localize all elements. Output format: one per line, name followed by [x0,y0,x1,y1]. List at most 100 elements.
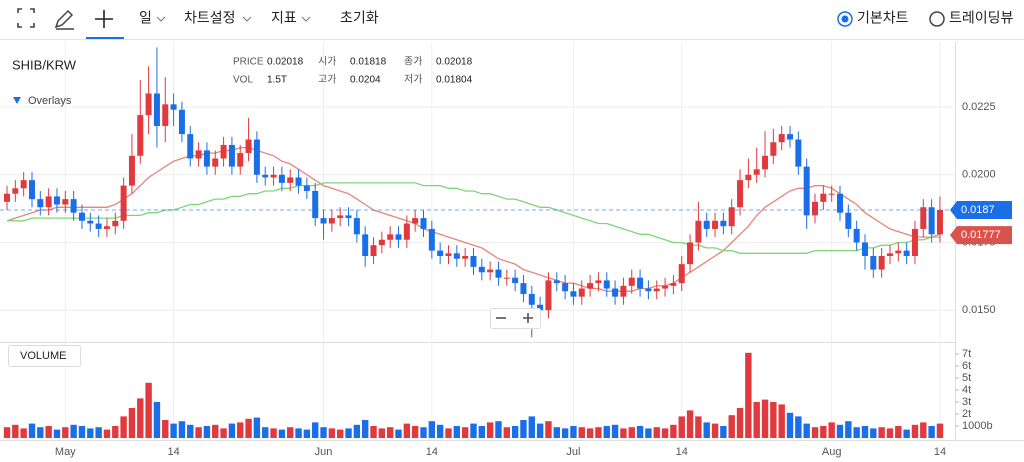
volume-bar [436,424,444,438]
radio[interactable] [929,11,945,27]
volume-bar [645,428,652,438]
candle-body [612,288,619,297]
candle-body [853,228,860,243]
volume-bar [37,427,44,438]
fullscreen-icon[interactable] [17,8,35,28]
price-tag-label: 0.01777 [961,229,1001,241]
x-tick-label: May [55,446,76,458]
volume-bar [62,427,69,438]
volume-bar [653,427,660,438]
radio-checked[interactable] [837,11,853,27]
candle-body [312,191,319,219]
volume-bar [411,426,419,438]
volume-bar [928,426,935,438]
volume-bar [328,428,336,438]
volume-bar [53,429,61,438]
volume-bar [278,429,286,438]
candle-body [528,293,535,305]
candle-body [170,104,177,110]
volume-bar [553,427,560,438]
overlay-toggle-icon[interactable] [13,97,21,104]
volume-bar [95,427,102,438]
candle-body [487,269,494,273]
volume-bar [661,428,669,438]
candle-body [195,150,202,159]
candle-body [428,228,435,251]
candle-body [245,139,252,154]
marks [0,47,955,438]
info-value: 0.0204 [350,75,381,86]
candle-body [837,193,843,213]
candle-body [920,207,927,229]
candle-body [787,134,794,140]
zoom-in[interactable] [523,313,533,323]
draw-icon[interactable] [54,9,74,30]
candle-body [370,245,377,257]
toolbar-item[interactable]: 지표 [271,10,297,26]
candle-body [453,253,460,259]
candle-body [228,144,235,167]
candle-body [53,196,60,205]
volume-bar [711,423,719,438]
volume-bar [361,420,369,438]
candle-body [445,253,452,257]
price-tag-label: 0.0187 [961,204,995,216]
volume-bar [761,399,769,438]
candle-body [412,218,419,224]
candle-body [712,220,719,229]
volume-tick-label: 4t [962,384,971,396]
volume-bar [770,402,777,438]
radio-label[interactable]: 기본차트 [857,10,909,26]
candle-body [537,304,544,311]
volume-bar [3,427,11,438]
candle-body [303,185,310,191]
volume-bar [878,427,885,438]
toolbar: 일 차트설정 지표 초기화 기본차트 트레이딩뷰 [0,8,1024,40]
volume-bar [195,427,202,438]
candle-body [545,280,552,311]
candle-body [662,285,669,289]
candle-body [770,142,777,156]
volume-bar [845,421,852,438]
candle-body [495,269,502,278]
candle-body [861,242,868,257]
volume-bar [611,424,619,438]
candle-body [387,234,394,240]
volume-bar [703,422,710,438]
volume-bar [445,428,452,438]
dropdown-caret [242,16,252,22]
volume-bar [545,421,552,438]
volume-bar [603,426,610,438]
candle-body [112,220,119,227]
toolbar-item[interactable]: 일 [139,10,152,26]
overlay-label[interactable]: Overlays [28,95,72,107]
radio-label[interactable]: 트레이딩뷰 [949,10,1014,26]
volume-bar [28,423,36,438]
info-label: VOL [233,75,253,86]
candle-body [870,256,877,270]
candle-body [78,212,85,221]
candle-body [153,93,160,126]
volume-label: VOLUME [20,350,66,362]
volume-bar [245,418,252,438]
candle-body [645,288,652,292]
grid [0,42,955,440]
volume-bar [295,428,302,438]
toolbar-item[interactable]: 초기화 [340,10,379,26]
toolbar-item[interactable]: 차트설정 [184,10,236,26]
volume-bar [337,429,344,438]
candle-body [95,223,102,229]
volume-bar [503,427,510,438]
volume-bar [536,423,544,438]
candle-body [120,185,127,221]
candle-body [886,253,893,257]
candle-body [362,234,369,257]
candle-body [503,277,510,279]
volume-bar [486,422,494,438]
volume-bar [212,424,219,438]
volume-bar [353,424,361,438]
crosshair-icon[interactable] [95,10,113,28]
volume-bar [478,426,486,438]
